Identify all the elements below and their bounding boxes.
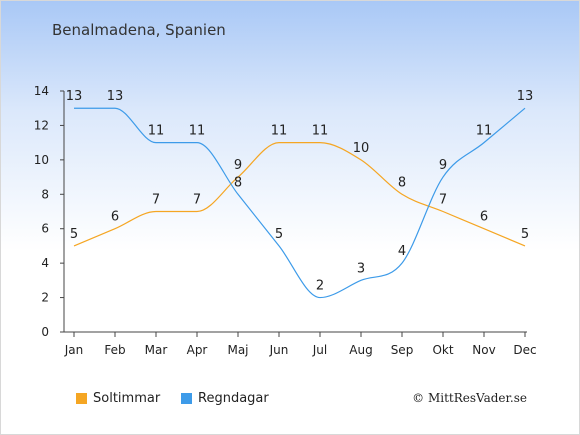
data-label-regndagar: 4 (398, 244, 406, 259)
data-label-soltimmar: 5 (70, 227, 78, 242)
data-label-soltimmar: 10 (353, 141, 370, 156)
data-label-regndagar: 13 (517, 89, 534, 104)
x-tick-label: Apr (187, 343, 208, 357)
x-tick-label: Maj (227, 343, 248, 357)
x-tick-label: Nov (472, 343, 495, 357)
data-label-soltimmar: 7 (439, 193, 447, 208)
axes: 0 2 4 6 8 10 12 14 Jan Feb Mar Apr Maj Jun Jul Aug Sep Ok… (34, 84, 537, 357)
legend-item-regndagar: Regndagar (181, 391, 269, 406)
y-tick-label: 6 (41, 222, 49, 236)
data-labels: 5 6 7 7 9 11 11 10 8 7 6 5 13 13 11 11 8 5 2 3 4 9 11 13 (66, 89, 534, 293)
data-label-soltimmar: 11 (312, 124, 329, 139)
data-label-soltimmar: 7 (152, 193, 160, 208)
data-label-regndagar: 11 (148, 124, 165, 139)
copyright-text: © MittResVader.se (412, 391, 527, 405)
data-label-soltimmar: 5 (521, 227, 529, 242)
y-tick-label: 14 (34, 84, 49, 98)
series-line-regndagar (74, 107, 526, 299)
y-tick-label: 10 (34, 153, 49, 167)
data-label-regndagar: 5 (275, 227, 283, 242)
chart-title: Benalmadena, Spanien (52, 21, 226, 39)
data-label-regndagar: 9 (439, 158, 447, 173)
x-tick-label: Dec (513, 343, 536, 357)
data-label-soltimmar: 6 (111, 210, 119, 225)
x-tick-label: Sep (391, 343, 414, 357)
series-line-soltimmar (73, 142, 526, 247)
data-label-regndagar: 13 (107, 89, 124, 104)
x-tick-label: Jun (269, 343, 289, 357)
data-label-regndagar: 11 (189, 124, 206, 139)
data-label-soltimmar: 11 (271, 124, 288, 139)
data-label-soltimmar: 8 (398, 175, 406, 190)
legend-label-soltimmar: Soltimmar (93, 391, 161, 406)
data-label-regndagar: 13 (66, 89, 83, 104)
x-tick-label: Jan (64, 343, 84, 357)
y-tick-label: 8 (41, 187, 49, 201)
data-label-regndagar: 3 (357, 261, 365, 276)
y-tick-label: 0 (41, 325, 49, 339)
legend-label-regndagar: Regndagar (198, 391, 269, 406)
data-label-soltimmar: 7 (193, 193, 201, 208)
x-tick-label: Feb (104, 343, 125, 357)
x-tick-label: Mar (145, 343, 168, 357)
legend-item-soltimmar: Soltimmar (76, 391, 160, 406)
y-tick-label: 4 (41, 256, 49, 270)
series-lines (73, 107, 526, 299)
data-label-soltimmar: 9 (234, 158, 242, 173)
y-tick-label: 2 (41, 291, 49, 305)
x-tick-label: Aug (349, 343, 372, 357)
data-label-soltimmar: 6 (480, 210, 488, 225)
data-label-regndagar: 11 (476, 124, 493, 139)
x-tick-label: Okt (432, 343, 453, 357)
legend-swatch-soltimmar (76, 393, 87, 404)
data-label-regndagar: 2 (316, 279, 324, 294)
data-label-regndagar: 8 (234, 175, 242, 190)
y-tick-label: 12 (34, 118, 49, 132)
legend-swatch-regndagar (181, 393, 192, 404)
x-tick-label: Jul (312, 343, 327, 357)
